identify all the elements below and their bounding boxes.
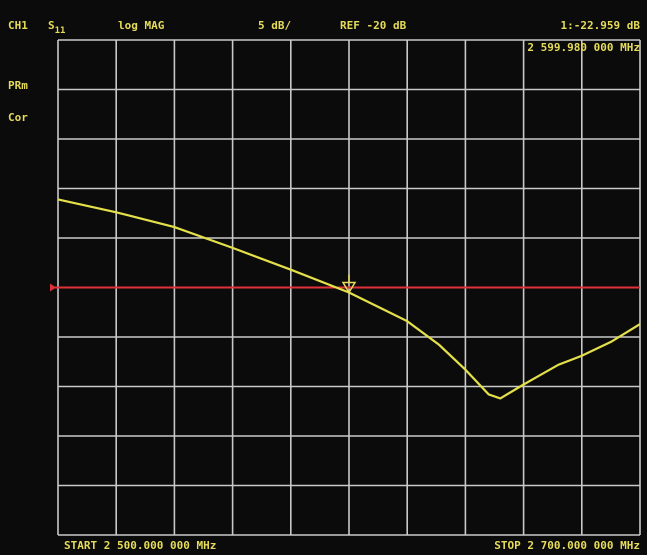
format: log MAG	[118, 19, 165, 32]
parameter-name: S	[48, 19, 55, 32]
parameter-sub: 11	[55, 26, 66, 36]
start-frequency: START 2 500.000 000 MHz	[64, 539, 216, 552]
reference-label: REF -20 dB	[340, 19, 407, 32]
reference-arrow	[50, 283, 56, 292]
channel: CH1	[8, 19, 28, 32]
status: PRm	[8, 79, 28, 92]
marker-readout: 1:-22.959 dB	[561, 19, 641, 32]
scale: 5 dB/	[258, 19, 291, 32]
parameter: S11	[48, 19, 65, 36]
status: Cor	[8, 111, 28, 124]
stop-frequency: STOP 2 700.000 000 MHz	[494, 539, 640, 552]
marker-frequency: 2 599.980 000 MHz	[527, 41, 640, 54]
marker-symbol	[341, 274, 357, 294]
trace	[57, 198, 641, 400]
